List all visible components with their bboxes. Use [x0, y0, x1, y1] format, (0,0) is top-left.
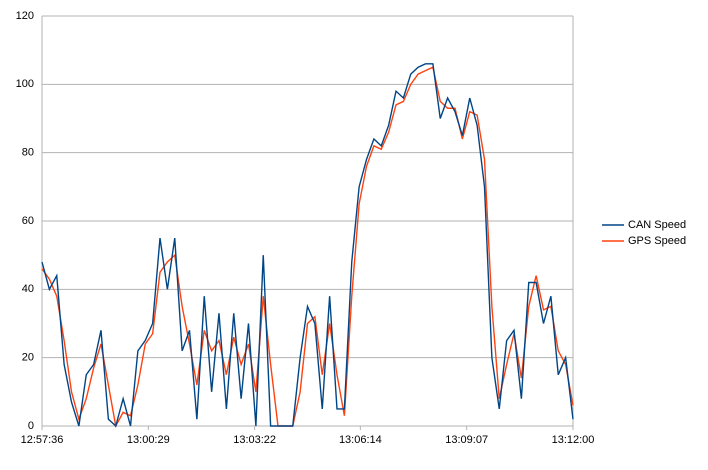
y-tick-label: 20	[22, 352, 34, 364]
y-tick-label: 60	[22, 215, 34, 227]
legend-label: GPS Speed	[628, 235, 686, 247]
x-tick-label: 13:03:22	[233, 434, 276, 446]
x-tick-label: 13:06:14	[339, 434, 382, 446]
series-line	[41, 66, 574, 429]
y-tick-label: 100	[16, 78, 34, 90]
legend-label: CAN Speed	[628, 219, 686, 231]
y-tick-label: 0	[28, 420, 34, 432]
y-tick-label: 40	[22, 283, 34, 295]
series-line	[41, 63, 574, 428]
x-tick-label: 13:12:00	[552, 434, 595, 446]
x-tick-label: 13:00:29	[127, 434, 170, 446]
y-tick-label: 120	[16, 10, 34, 22]
x-tick-label: 13:09:07	[445, 434, 488, 446]
x-tick-label: 12:57:36	[21, 434, 64, 446]
y-tick-label: 80	[22, 147, 34, 159]
